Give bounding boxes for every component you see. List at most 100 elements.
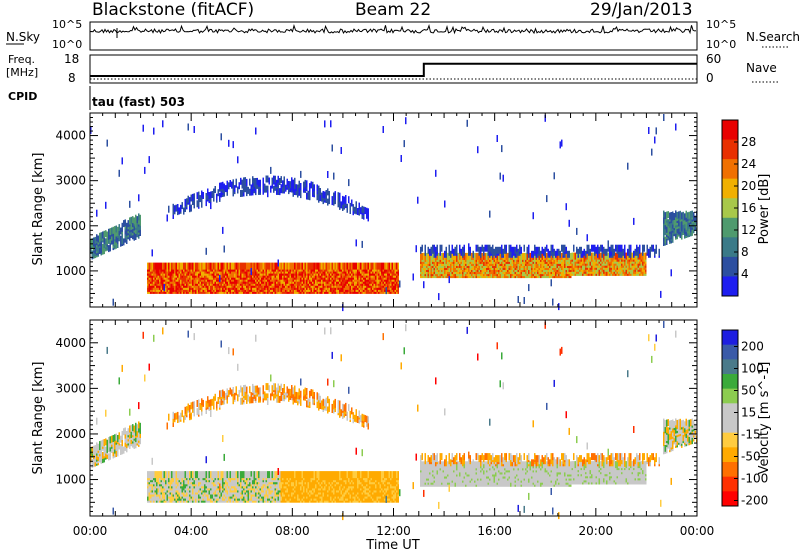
- echo-cell: [607, 252, 609, 260]
- echo-cell: [325, 196, 327, 203]
- echo-cell: [510, 244, 512, 252]
- echo-cell: [378, 262, 380, 270]
- echo-cell: [342, 204, 344, 211]
- echo-cell: [597, 248, 599, 256]
- echo-cell: [501, 250, 503, 258]
- echo-cell: [232, 262, 234, 270]
- scatter-cell: [444, 200, 446, 208]
- echo-cell: [304, 262, 306, 270]
- echo-cell: [324, 262, 326, 270]
- echo-cell: [106, 445, 108, 453]
- echo-cell: [274, 179, 276, 187]
- echo-cell: [328, 197, 330, 205]
- echo-cell: [588, 252, 590, 260]
- echo-cell: [193, 201, 195, 209]
- echo-cell: [271, 181, 273, 189]
- scatter-cell: [205, 247, 207, 255]
- echo-cell: [364, 262, 366, 270]
- echo-cell: [250, 184, 252, 192]
- echo-cell: [348, 196, 350, 204]
- echo-cell: [265, 262, 267, 270]
- echo-cell: [90, 238, 92, 246]
- echo-cell: [190, 262, 192, 270]
- echo-cell: [168, 262, 170, 270]
- echo-cell: [361, 211, 363, 219]
- echo-cell: [534, 252, 536, 260]
- echo-cell: [94, 236, 96, 244]
- echo-cell: [363, 262, 365, 270]
- freq-trace: [90, 62, 697, 77]
- echo-cell: [297, 184, 299, 192]
- echo-cell: [130, 222, 132, 230]
- echo-cell: [154, 262, 156, 270]
- echo-cell: [687, 218, 689, 226]
- echo-cell: [354, 262, 356, 270]
- echo-cell: [292, 179, 294, 187]
- echo-cell: [330, 262, 332, 270]
- echo-cell: [520, 246, 522, 254]
- echo-cell: [373, 262, 375, 270]
- echo-cell: [676, 211, 678, 219]
- scatter-cell: [121, 364, 123, 372]
- echo-cell: [309, 262, 311, 270]
- echo-cell: [592, 244, 594, 252]
- echo-cell: [190, 204, 192, 212]
- echo-cell: [570, 252, 572, 260]
- echo-cell: [552, 250, 554, 258]
- echo-cell: [130, 437, 132, 445]
- scatter-cell: [499, 172, 501, 180]
- echo-cell: [595, 246, 597, 254]
- echo-cell: [343, 262, 345, 270]
- echo-cell: [117, 235, 119, 242]
- echo-cell: [232, 183, 234, 191]
- echo-cell: [475, 252, 477, 260]
- echo-cell: [684, 213, 686, 221]
- echo-cell: [690, 225, 692, 233]
- echo-cell: [634, 248, 636, 256]
- echo-cell: [252, 176, 254, 184]
- echo-cell: [430, 246, 432, 254]
- echo-cell: [243, 181, 245, 189]
- echo-cell: [231, 181, 233, 189]
- scatter-cell: [403, 140, 405, 148]
- echo-cell: [609, 246, 611, 254]
- echo-cell: [340, 201, 342, 209]
- echo-cell: [381, 262, 383, 270]
- echo-cell: [157, 262, 159, 270]
- echo-cell: [151, 262, 153, 270]
- echo-cell: [451, 244, 453, 252]
- scatter-cell: [415, 245, 417, 253]
- echo-cell: [210, 262, 212, 270]
- echo-cell: [664, 236, 666, 244]
- echo-cell: [595, 252, 597, 260]
- echo-cell: [609, 250, 611, 258]
- echo-cell: [688, 227, 690, 235]
- echo-cell: [285, 262, 287, 270]
- echo-cell: [240, 190, 242, 197]
- echo-cell: [388, 262, 390, 270]
- echo-cell: [124, 219, 126, 227]
- echo-cell: [478, 246, 480, 254]
- echo-cell: [120, 235, 122, 243]
- echo-cell: [307, 262, 309, 270]
- echo-cell: [219, 182, 221, 190]
- scatter-cell: [355, 239, 357, 247]
- echo-cell: [355, 207, 357, 215]
- echo-cell: [448, 244, 450, 252]
- echo-cell: [462, 246, 464, 254]
- scatter-cell: [96, 209, 98, 217]
- echo-cell: [664, 218, 666, 226]
- echo-cell: [127, 220, 129, 228]
- echo-cell: [471, 252, 473, 260]
- echo-cell: [213, 262, 215, 270]
- echo-cell: [102, 439, 104, 447]
- echo-cell: [420, 252, 422, 260]
- echo-cell: [691, 210, 693, 218]
- echo-cell: [550, 252, 552, 260]
- echo-cell: [327, 188, 329, 196]
- echo-cell: [364, 207, 366, 215]
- echo-cell: [588, 248, 590, 256]
- echo-cell: [210, 191, 212, 199]
- echo-cell: [681, 220, 683, 228]
- echo-cell: [94, 243, 96, 250]
